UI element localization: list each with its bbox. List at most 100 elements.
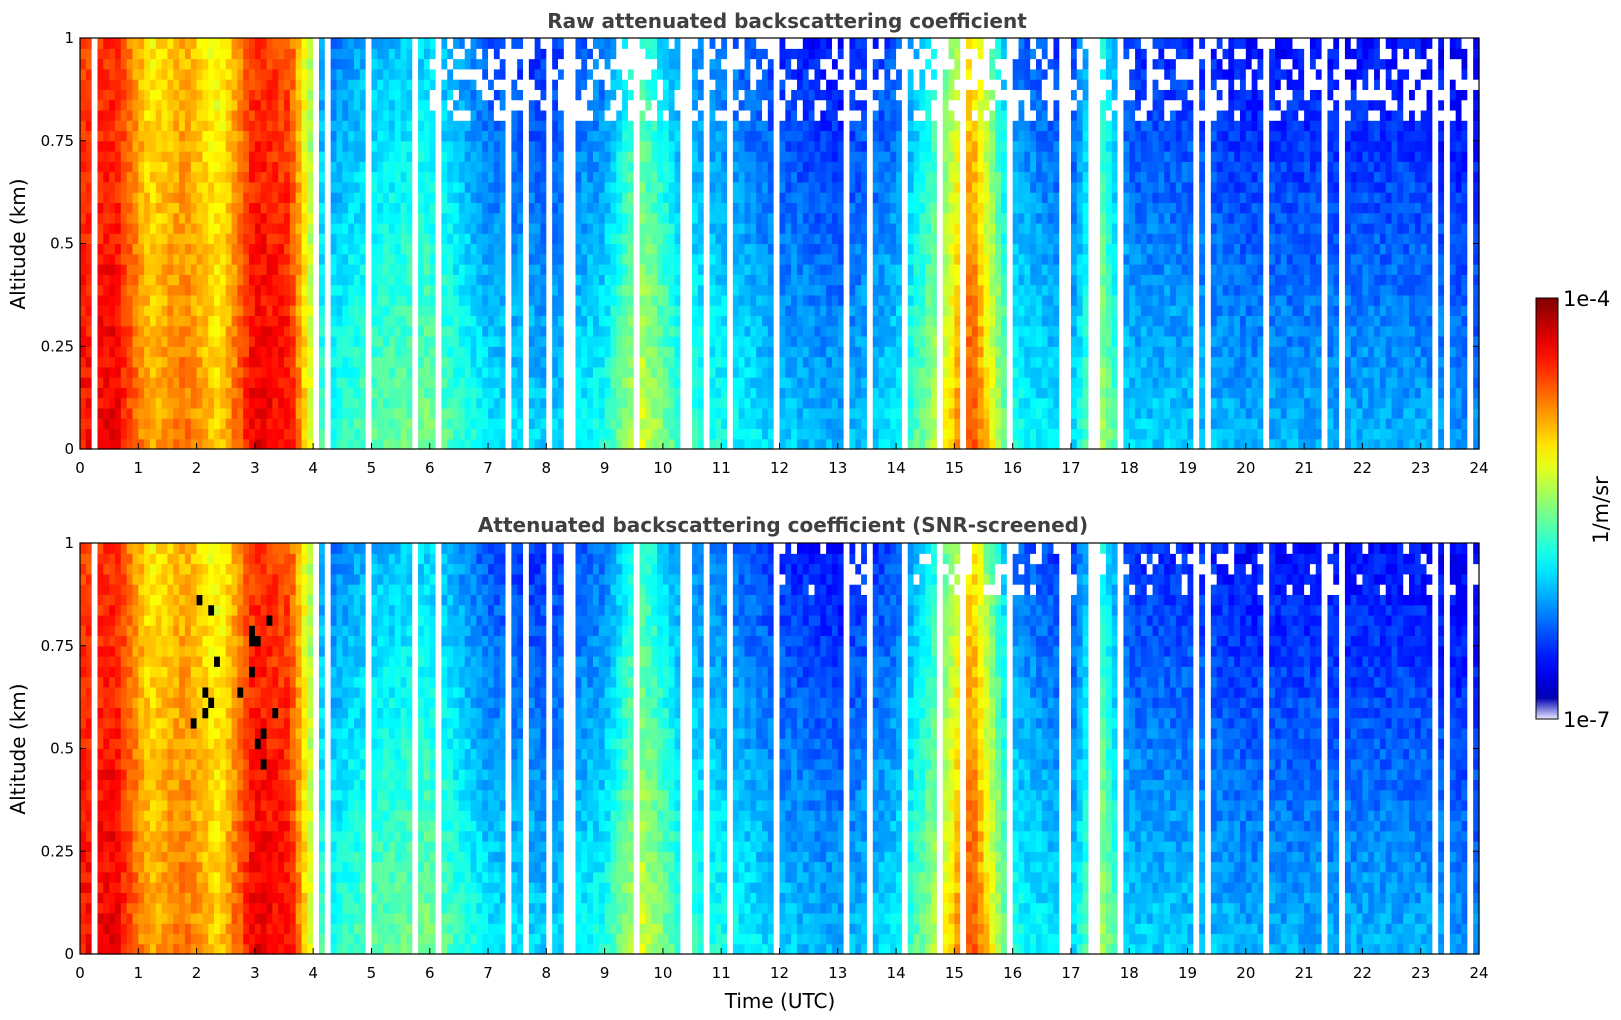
field-cell: [779, 325, 786, 337]
field-cell: [604, 253, 612, 265]
field-cell: [546, 48, 553, 60]
field-cell: [668, 151, 676, 162]
field-cell: [540, 366, 547, 378]
field-cell: [511, 428, 518, 440]
field-cell: [155, 151, 163, 162]
field-cell: [377, 346, 384, 358]
field-cell: [307, 397, 314, 409]
field-cell: [336, 233, 343, 245]
field-cell: [359, 305, 367, 317]
field-cell: [598, 243, 606, 255]
field-cell: [587, 366, 594, 378]
field-cell: [388, 171, 396, 183]
field-cell: [639, 366, 647, 378]
field-cell: [266, 161, 273, 173]
field-cell: [406, 212, 413, 224]
field-cell: [319, 58, 326, 70]
field-cell: [161, 79, 169, 90]
field-cell: [779, 356, 786, 368]
field-cell: [202, 294, 209, 306]
field-cell: [91, 305, 99, 317]
field-cell: [394, 140, 402, 152]
field-cell: [196, 243, 204, 255]
field-cell: [540, 48, 547, 60]
field-cell: [458, 68, 466, 80]
field-cell: [540, 120, 547, 132]
field-cell: [476, 264, 483, 275]
field-cell: [464, 48, 472, 60]
field-cell: [377, 120, 384, 132]
field-cell: [423, 222, 431, 234]
field-cell: [738, 356, 746, 368]
field-cell: [744, 222, 751, 234]
field-cell: [791, 325, 798, 337]
field-cell: [744, 79, 751, 90]
field-cell: [383, 274, 390, 286]
field-cell: [773, 109, 781, 121]
field-cell: [791, 264, 798, 275]
field-cell: [377, 222, 384, 234]
field-cell: [196, 346, 204, 358]
field-cell: [616, 89, 623, 101]
field-cell: [249, 212, 256, 224]
field-cell: [120, 109, 128, 121]
field-cell: [528, 253, 536, 265]
field-cell: [546, 407, 553, 419]
field-cell: [97, 346, 104, 358]
field-cell: [324, 346, 332, 358]
field-cell: [324, 397, 332, 409]
field-cell: [295, 38, 303, 49]
field-cell: [109, 397, 116, 409]
field-cell: [575, 377, 582, 388]
field-cell: [528, 79, 536, 90]
field-cell: [721, 79, 728, 90]
field-cell: [353, 387, 361, 399]
field-cell: [528, 109, 536, 121]
field-cell: [662, 171, 670, 183]
field-cell: [149, 89, 157, 101]
field-cell: [721, 253, 728, 265]
field-cell: [668, 274, 676, 286]
field-cell: [645, 38, 652, 49]
field-cell: [511, 89, 518, 101]
field-cell: [336, 274, 343, 286]
field-cell: [744, 428, 751, 440]
field-cell: [534, 192, 542, 204]
field-cell: [499, 130, 507, 142]
field-cell: [581, 346, 588, 358]
field-cell: [295, 325, 303, 337]
field-cell: [785, 79, 792, 90]
field-cell: [686, 253, 693, 265]
field-cell: [377, 407, 384, 419]
field-cell: [342, 264, 349, 275]
field-cell: [738, 171, 746, 183]
field-cell: [278, 99, 285, 111]
field-cell: [353, 181, 361, 193]
field-cell: [686, 233, 693, 245]
field-cell: [126, 284, 134, 296]
field-cell: [587, 222, 594, 234]
field-cell: [750, 79, 757, 90]
field-cell: [488, 284, 495, 296]
field-cell: [499, 89, 507, 101]
field-cell: [499, 151, 507, 162]
field-cell: [289, 397, 297, 409]
field-cell: [709, 109, 716, 121]
field-cell: [511, 233, 518, 245]
field-cell: [184, 428, 192, 440]
field-cell: [703, 38, 711, 49]
field-cell: [319, 181, 326, 193]
field-cell: [190, 294, 198, 306]
field-cell: [767, 99, 775, 111]
field-cell: [231, 294, 238, 306]
field-cell: [523, 140, 530, 152]
field-cell: [709, 346, 716, 358]
field-cell: [493, 99, 501, 111]
field-cell: [313, 68, 320, 80]
field-cell: [138, 377, 145, 388]
field-cell: [167, 120, 174, 132]
field-cell: [429, 222, 437, 234]
field-cell: [284, 387, 291, 399]
field-cell: [727, 89, 734, 101]
field-cell: [132, 274, 139, 286]
